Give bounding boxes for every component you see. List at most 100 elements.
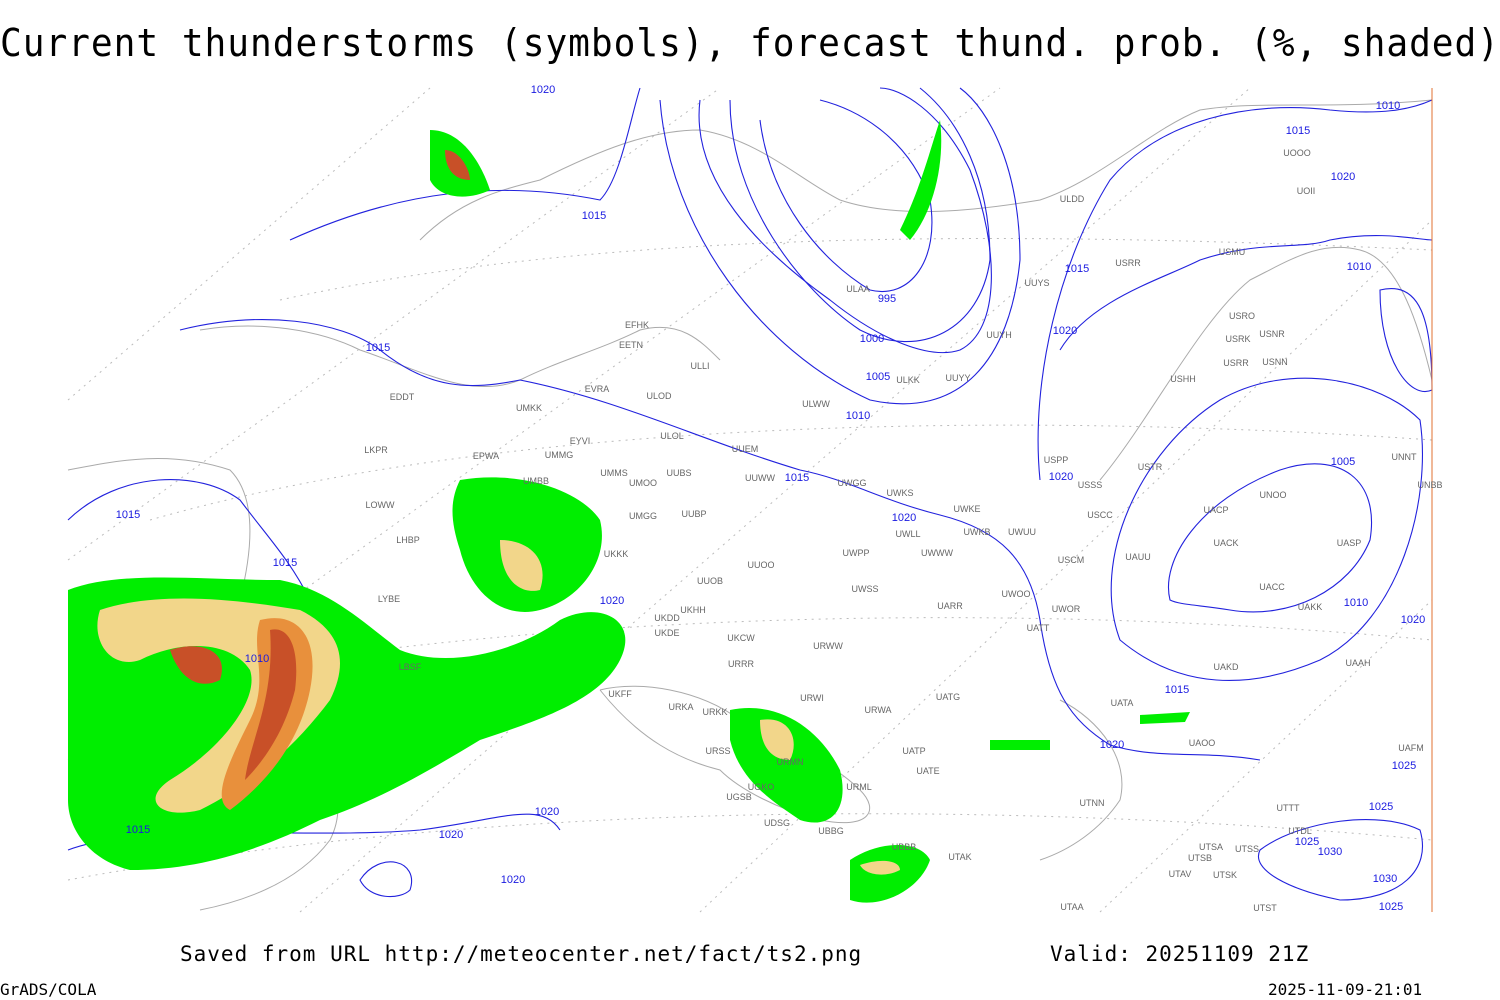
station-label: UNNT [1392, 452, 1417, 462]
isobar-label: 1010 [1344, 597, 1368, 609]
station-label: UTAA [1060, 902, 1083, 912]
isobar-label: 1030 [1373, 873, 1397, 885]
graticule [67, 87, 1433, 913]
shade-green [990, 712, 1190, 750]
station-label: UTSB [1188, 853, 1212, 863]
station-label: UTST [1253, 903, 1277, 913]
isobar-label: 1010 [1376, 100, 1400, 112]
station-label: UMGG [629, 511, 657, 521]
grid-line [67, 87, 1433, 913]
isobar [1257, 819, 1424, 901]
isobar-label: 1030 [1318, 846, 1342, 858]
station-label: UNBB [1417, 480, 1442, 490]
station-label: ULLI [690, 361, 709, 371]
station-label: UWKE [954, 504, 981, 514]
isobar-label: 1020 [892, 512, 916, 524]
station-label: UUWW [745, 473, 775, 483]
station-label: URWA [865, 705, 892, 715]
station-label: UWKB [964, 527, 991, 537]
saved-url: Saved from URL http://meteocenter.net/fa… [180, 942, 862, 966]
station-label: UATE [916, 766, 939, 776]
station-label: LYBE [378, 594, 400, 604]
coast [199, 325, 721, 388]
grid-line [67, 237, 1433, 881]
isobar [359, 861, 413, 898]
station-label: UUOO [748, 560, 775, 570]
station-label: UDSG [764, 818, 790, 828]
station-label: ULAA [846, 284, 870, 294]
station-label: UAAH [1345, 658, 1370, 668]
isobar-label: 1020 [1100, 739, 1124, 751]
station-label: UAFM [1398, 743, 1424, 753]
station-label: EPWA [473, 451, 499, 461]
station-label: EFHK [625, 320, 649, 330]
isobar-label: 1025 [1369, 801, 1393, 813]
isobar-label: 1015 [1165, 684, 1189, 696]
timestamp: 2025-11-09-21:01 [1268, 980, 1422, 999]
probability-shading [68, 120, 1190, 903]
station-label: UAKK [1298, 602, 1323, 612]
station-label: UUBS [666, 468, 691, 478]
station-label: UNOO [1260, 490, 1287, 500]
shade-green [900, 120, 942, 240]
station-label: USPP [1044, 455, 1069, 465]
station-label: URKK [702, 707, 727, 717]
isobar-label: 1005 [1331, 456, 1355, 468]
isobar-label: 1010 [846, 410, 870, 422]
station-label: USCC [1087, 510, 1113, 520]
isobar-label: 1020 [1049, 471, 1073, 483]
isobar [698, 87, 992, 354]
station-label: USHH [1170, 374, 1196, 384]
isobar [759, 99, 933, 292]
station-label: UWUU [1008, 527, 1036, 537]
isobar-label: 1025 [1295, 836, 1319, 848]
station-label: UGSB [726, 792, 752, 802]
station-label: UMKK [516, 403, 542, 413]
station-label: USRR [1223, 358, 1249, 368]
isobar-label: 1010 [245, 653, 269, 665]
coast [1099, 246, 1433, 481]
station-label: UKKK [604, 549, 629, 559]
station-label: EDDT [390, 392, 415, 402]
isobar-label: 1020 [1053, 325, 1077, 337]
isobar [1110, 377, 1423, 681]
shade-green [850, 845, 930, 903]
isobar-label: 1020 [1331, 171, 1355, 183]
title: Current thunderstorms (symbols), forecas… [0, 21, 1500, 65]
station-label: EYVI [570, 436, 591, 446]
station-label: UKHH [680, 605, 706, 615]
station-label: UWOR [1052, 604, 1081, 614]
station-label: ULWW [802, 399, 830, 409]
isobar-label: 1015 [126, 824, 150, 836]
valid-time: Valid: 20251109 21Z [1050, 942, 1309, 966]
station-label: UACC [1259, 582, 1285, 592]
isobar-label: 1020 [600, 595, 624, 607]
station-label: UUOB [697, 576, 723, 586]
station-label: URWW [813, 641, 843, 651]
isobar-label: 1015 [116, 509, 140, 521]
isobar-label: 1015 [273, 557, 297, 569]
station-label: UMMS [600, 468, 628, 478]
station-label: USCM [1058, 555, 1085, 565]
isobar [1059, 235, 1433, 351]
station-label: ULOL [660, 431, 684, 441]
station-label: USTR [1138, 462, 1163, 472]
isobar-label: 1020 [1401, 614, 1425, 626]
station-label: UWSS [852, 584, 879, 594]
station-label: UUYY [945, 373, 970, 383]
station-label: USRR [1115, 258, 1141, 268]
station-label: USNN [1262, 357, 1288, 367]
station-label: UOII [1297, 186, 1316, 196]
station-label: UAUU [1125, 552, 1151, 562]
station-label: ULKK [896, 375, 920, 385]
station-label: UBBB [892, 842, 917, 852]
station-label: UWLL [895, 529, 920, 539]
station-label: UBBG [818, 826, 844, 836]
isobar-label: 995 [878, 293, 896, 305]
station-label: ULOD [646, 391, 672, 401]
station-label: UKDD [654, 613, 680, 623]
isobar-labels: 1020 1015 1015 1015 1015 1010 1015 1020 1020 1020… [116, 84, 1425, 913]
station-label: UMBB [523, 476, 549, 486]
